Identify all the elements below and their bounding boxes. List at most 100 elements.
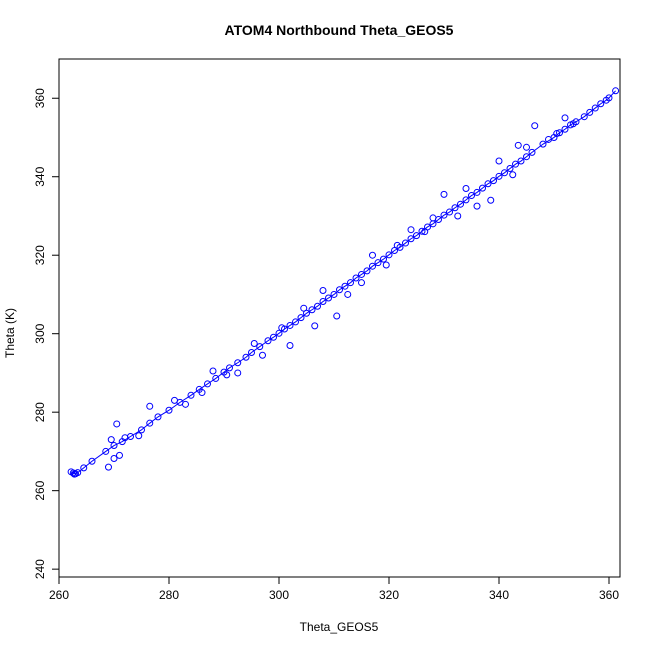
data-point (369, 262, 376, 270)
data-point (539, 140, 547, 148)
data-point (325, 294, 332, 302)
data-point (468, 192, 475, 200)
data-point (70, 470, 78, 478)
data-point (506, 164, 514, 172)
data-point (270, 333, 277, 341)
x-tick-label: 360 (599, 588, 619, 602)
data-point (473, 202, 481, 210)
data-point (234, 369, 242, 377)
data-point (484, 180, 492, 188)
x-tick-label: 300 (269, 588, 289, 602)
data-point (517, 157, 525, 165)
data-point (612, 87, 620, 95)
data-point (171, 396, 178, 404)
data-point (165, 406, 173, 414)
data-point (319, 298, 327, 306)
y-tick-label: 300 (33, 323, 47, 343)
data-point (311, 322, 319, 330)
data-point (242, 353, 250, 361)
x-tick-label: 260 (49, 588, 69, 602)
data-point (88, 457, 96, 465)
data-point (440, 190, 448, 198)
x-axis: 260 280 300 320 340 360 (49, 576, 619, 602)
data-point (495, 157, 503, 165)
data-point (292, 318, 299, 326)
data-point (363, 267, 371, 275)
data-point (333, 312, 341, 320)
data-point (300, 304, 308, 312)
x-tick-label: 280 (159, 588, 179, 602)
data-point (509, 171, 517, 179)
data-point (561, 125, 569, 133)
data-point (146, 419, 154, 427)
data-point (457, 200, 464, 208)
data-point (545, 135, 552, 143)
data-point (182, 400, 189, 408)
data-point (580, 113, 588, 121)
data-point (380, 255, 387, 263)
data-point (605, 94, 613, 102)
data-point (336, 286, 343, 294)
data-point (248, 349, 255, 357)
data-point (198, 389, 206, 397)
data-point (407, 235, 415, 243)
data-point (487, 196, 495, 204)
data-point (116, 451, 123, 459)
y-tick-label: 360 (33, 88, 47, 108)
data-point (102, 447, 110, 455)
data-point (385, 251, 393, 259)
x-tick-label: 340 (489, 588, 509, 602)
y-tick-label: 340 (33, 166, 47, 186)
data-point (330, 290, 338, 298)
data-point (110, 442, 118, 450)
data-point (358, 279, 365, 287)
data-point (512, 160, 519, 168)
y-tick-label: 240 (33, 559, 47, 579)
data-point (429, 214, 437, 222)
series-layer (67, 87, 620, 478)
data-point (264, 337, 272, 345)
data-point (286, 321, 294, 329)
chart-title: ATOM4 Northbound Theta_GEOS5 (225, 22, 454, 38)
data-point (451, 204, 459, 212)
data-point (393, 241, 401, 249)
data-point (250, 340, 258, 348)
data-point (418, 227, 426, 235)
data-point (344, 290, 352, 298)
data-point (275, 329, 283, 337)
data-point (446, 208, 453, 216)
data-point (569, 120, 577, 128)
data-point (187, 391, 195, 399)
data-point (501, 169, 508, 177)
y-tick-label: 280 (33, 402, 47, 422)
data-point (495, 172, 503, 180)
data-point (278, 324, 286, 332)
data-point (135, 432, 143, 440)
data-point (553, 130, 561, 138)
data-point (479, 184, 486, 192)
data-point (421, 228, 429, 236)
data-point (107, 436, 115, 444)
data-point (531, 122, 539, 130)
data-point (597, 100, 605, 108)
data-point (209, 367, 217, 375)
data-point (308, 306, 316, 314)
data-point (358, 270, 365, 278)
data-point (223, 371, 231, 379)
data-point (369, 251, 376, 259)
y-tick-label: 320 (33, 245, 47, 265)
data-point (256, 343, 264, 351)
data-point (413, 232, 420, 240)
data-point (138, 426, 145, 434)
data-point (591, 104, 599, 112)
y-axis: 240 260 280 300 320 340 360 (33, 88, 60, 579)
data-point (105, 463, 112, 471)
data-point (204, 380, 211, 388)
data-point (523, 153, 530, 161)
data-point (462, 196, 470, 204)
data-point (440, 211, 448, 219)
data-point (382, 261, 390, 269)
data-point (154, 413, 162, 421)
data-point (352, 274, 360, 282)
